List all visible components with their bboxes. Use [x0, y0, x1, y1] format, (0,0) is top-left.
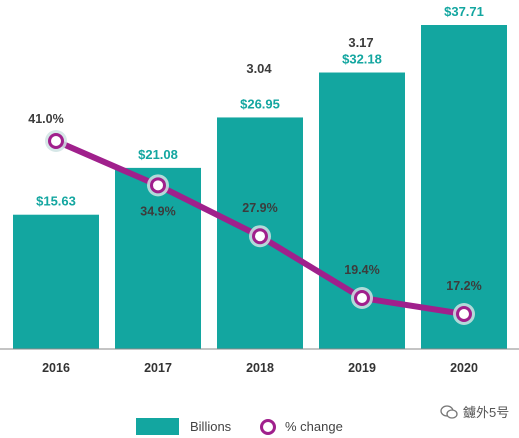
bar-value-label-2016: $15.63: [36, 194, 76, 209]
bar-value-label-2018: $26.95: [240, 96, 280, 111]
x-tick-2017: 2017: [144, 361, 172, 375]
x-tick-2020: 2020: [450, 361, 478, 375]
legend-swatch-billions: [136, 418, 179, 435]
bar-value-label-2019: $32.18: [342, 52, 382, 67]
line-point-2017: [150, 177, 166, 194]
legend-label-billions: Billions: [190, 419, 232, 434]
legend-marker-percent-change: [260, 419, 276, 435]
legend-label-percent-change: % change: [285, 419, 343, 434]
x-tick-labels: 2016 2017 2018 2019 2020: [42, 361, 478, 375]
percent-label-2019: 19.4%: [344, 263, 379, 277]
bar-2016: [13, 214, 99, 349]
percent-change-line-group: [45, 130, 475, 325]
x-tick-2016: 2016: [42, 361, 70, 375]
bar-2020: [421, 25, 507, 349]
line-point-2018: [252, 228, 268, 245]
percent-label-2018: 27.9%: [242, 201, 277, 215]
watermark: 鑢外5号: [440, 402, 509, 421]
line-point-2020: [456, 306, 472, 322]
bar-value-label-2020: $37.71: [444, 4, 484, 19]
percent-change-labels: 41.0% 34.9% 27.9% 19.4% 17.2%: [28, 112, 481, 293]
x-tick-2018: 2018: [246, 361, 274, 375]
legend: Billions % change: [136, 418, 343, 435]
percent-label-2020: 17.2%: [446, 279, 481, 293]
extra-label-2: 3.17: [348, 35, 373, 50]
percent-label-2017: 34.9%: [140, 204, 175, 218]
extra-labels: 3.04 3.17: [246, 35, 373, 76]
bar-value-label-2017: $21.08: [138, 147, 178, 162]
x-tick-2019: 2019: [348, 361, 376, 375]
line-point-2016: [48, 133, 64, 149]
line-point-2019: [354, 290, 370, 307]
wechat-icon: [440, 404, 458, 419]
percent-label-2016: 41.0%: [28, 112, 63, 126]
watermark-text: 鑢外5号: [463, 405, 510, 420]
extra-label-1: 3.04: [246, 61, 272, 76]
bar-value-labels: $15.63 $21.08 $26.95 $32.18 $37.71: [36, 4, 484, 209]
